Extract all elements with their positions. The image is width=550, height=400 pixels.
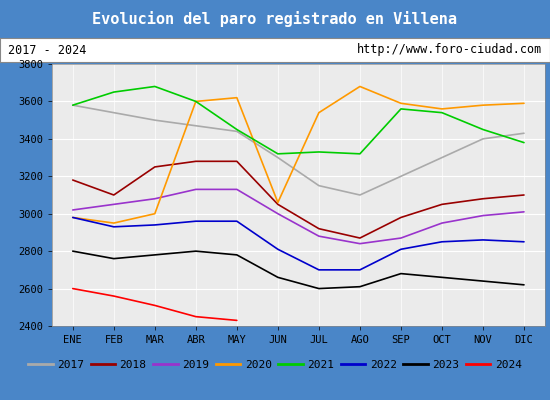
Text: http://www.foro-ciudad.com: http://www.foro-ciudad.com — [356, 44, 542, 56]
Text: 2017 - 2024: 2017 - 2024 — [8, 44, 87, 56]
Legend: 2017, 2018, 2019, 2020, 2021, 2022, 2023, 2024: 2017, 2018, 2019, 2020, 2021, 2022, 2023… — [24, 356, 526, 374]
Text: Evolucion del paro registrado en Villena: Evolucion del paro registrado en Villena — [92, 11, 458, 27]
